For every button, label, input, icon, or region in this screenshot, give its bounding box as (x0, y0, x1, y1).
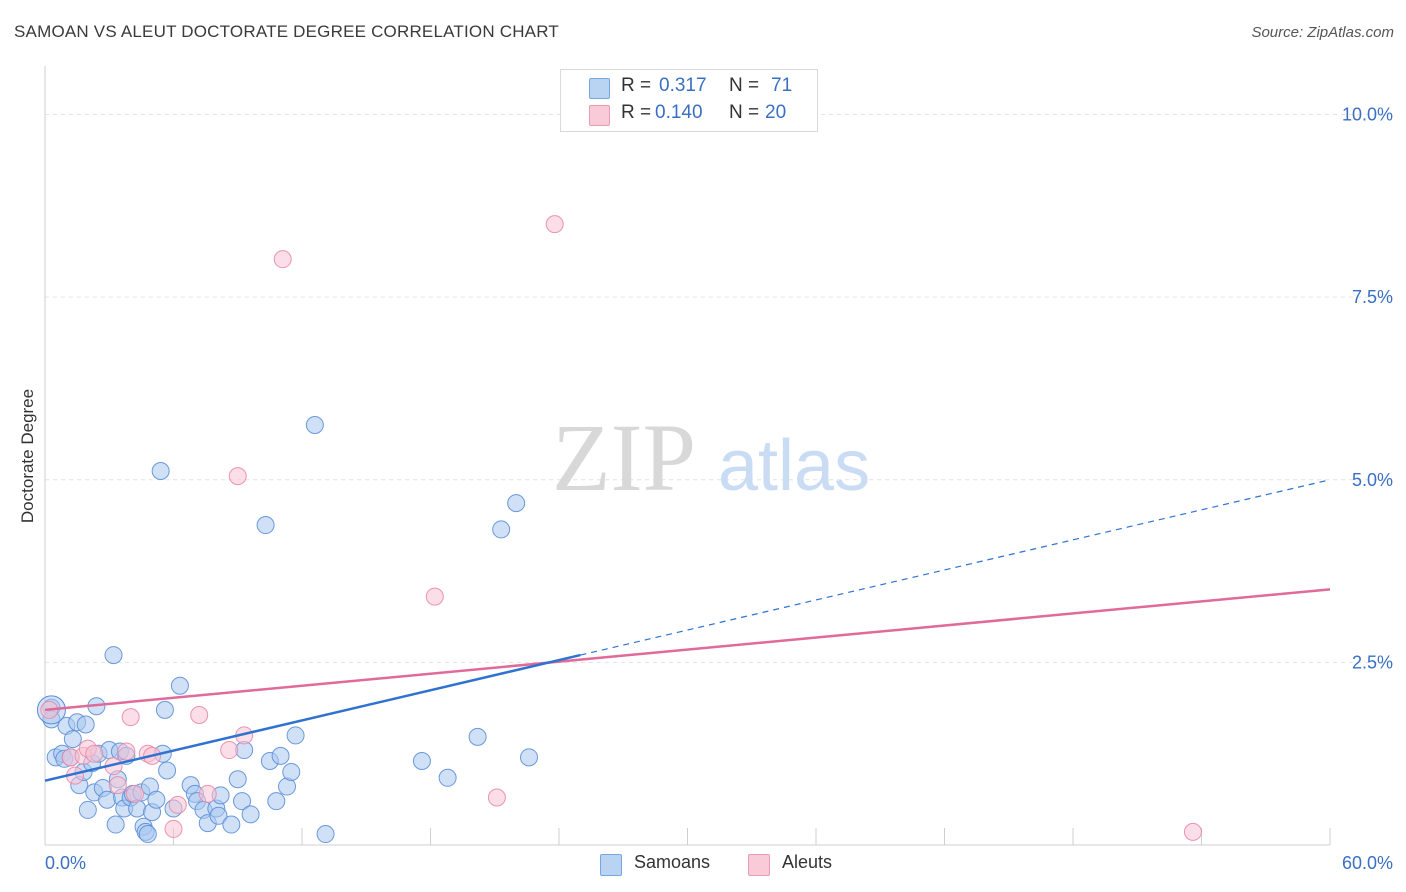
samoan-point (507, 494, 526, 513)
legend-label-samoans: Samoans (634, 852, 711, 872)
aleut-point (425, 587, 444, 606)
samoan-point (271, 746, 290, 765)
trend-lines (44, 479, 1331, 782)
aleut-point (121, 708, 140, 727)
y-tick-label: 7.5% (1352, 287, 1393, 307)
samoan-point (104, 646, 123, 665)
samoan-point (468, 727, 487, 746)
samoan-points (36, 415, 539, 844)
samoan-point (78, 800, 97, 819)
samoan-point (151, 461, 170, 480)
samoan-point (492, 520, 511, 539)
samoan-point (267, 792, 286, 811)
chart-title: SAMOAN VS ALEUT DOCTORATE DEGREE CORRELA… (14, 22, 559, 41)
samoan-point (63, 730, 82, 749)
aleut-points (40, 215, 1202, 841)
samoan-point (158, 761, 177, 780)
samoan-point (286, 726, 305, 745)
samoan-point (316, 825, 335, 844)
samoan-point (256, 516, 275, 535)
legend-r-value-aleuts: 0.140 (655, 102, 703, 123)
samoan-point (233, 792, 252, 811)
samoan-point (76, 715, 95, 734)
samoan-point (282, 762, 301, 781)
samoan-trend-line (44, 653, 581, 782)
tick-labels: 2.5% 5.0% 7.5% 10.0% 0.0% 60.0% (45, 105, 1393, 873)
samoan-point (155, 700, 174, 719)
samoan-point (98, 790, 117, 809)
y-tick-label: 2.5% (1352, 652, 1393, 672)
x-tick-label: 60.0% (1342, 853, 1393, 873)
x-tick-label: 0.0% (45, 853, 86, 873)
legend-n-value-aleuts: 20 (765, 102, 787, 123)
y-tick-label: 5.0% (1352, 470, 1393, 490)
y-tick-label: 10.0% (1342, 105, 1393, 125)
aleut-point (228, 467, 247, 486)
samoan-point (438, 768, 457, 787)
samoan-point (520, 748, 539, 767)
stats-legend: R = 0.317 N = 71 R = 0.140 N = 20 (560, 69, 818, 132)
aleut-point (198, 784, 217, 803)
aleut-trend-line (44, 588, 1331, 712)
source-credit: Source: ZipAtlas.com (1251, 24, 1394, 41)
legend-label-aleuts: Aleuts (782, 852, 833, 872)
samoan-point (209, 806, 228, 825)
legend-n-label: N = (729, 75, 760, 96)
legend-r-label: R = (621, 75, 652, 96)
samoan-swatch (589, 78, 610, 99)
aleut-point (545, 215, 564, 234)
samoan-point (305, 415, 324, 434)
aleut-legend-swatch (748, 854, 770, 876)
aleut-point (273, 250, 292, 269)
samoan-point (138, 825, 157, 844)
legend-r-label: R = (621, 102, 652, 123)
samoan-point (147, 790, 166, 809)
samoan-point (170, 676, 189, 695)
watermark: ZIP atlas (552, 404, 870, 511)
samoan-trend-extension (580, 479, 1331, 656)
legend-r-value-samoans: 0.317 (659, 75, 707, 96)
aleut-point (117, 742, 136, 761)
aleut-point (1183, 822, 1202, 841)
watermark-atlas: atlas (718, 426, 870, 506)
watermark-zip: ZIP (552, 404, 696, 511)
samoan-point (412, 751, 431, 770)
samoan-point (241, 805, 260, 824)
samoan-legend-swatch (600, 854, 622, 876)
legend-row-samoans: R = 0.317 N = 71 (561, 74, 817, 100)
aleut-point (85, 744, 104, 763)
y-axis-label: Doctorate Degree (18, 389, 37, 523)
aleut-point (108, 776, 127, 795)
samoan-point (106, 815, 125, 834)
aleut-point (190, 705, 209, 724)
aleut-point (125, 784, 144, 803)
legend-n-label: N = (729, 102, 760, 123)
aleut-swatch (589, 105, 610, 126)
aleut-point (487, 788, 506, 807)
aleut-point (164, 819, 183, 838)
aleut-point (168, 795, 187, 814)
samoan-point (222, 815, 241, 834)
grid-lines (45, 114, 1392, 663)
samoan-point (228, 770, 247, 789)
aleut-point (220, 741, 239, 760)
legend-n-value-samoans: 71 (771, 75, 793, 96)
legend-row-aleuts: R = 0.140 N = 20 (561, 101, 817, 127)
